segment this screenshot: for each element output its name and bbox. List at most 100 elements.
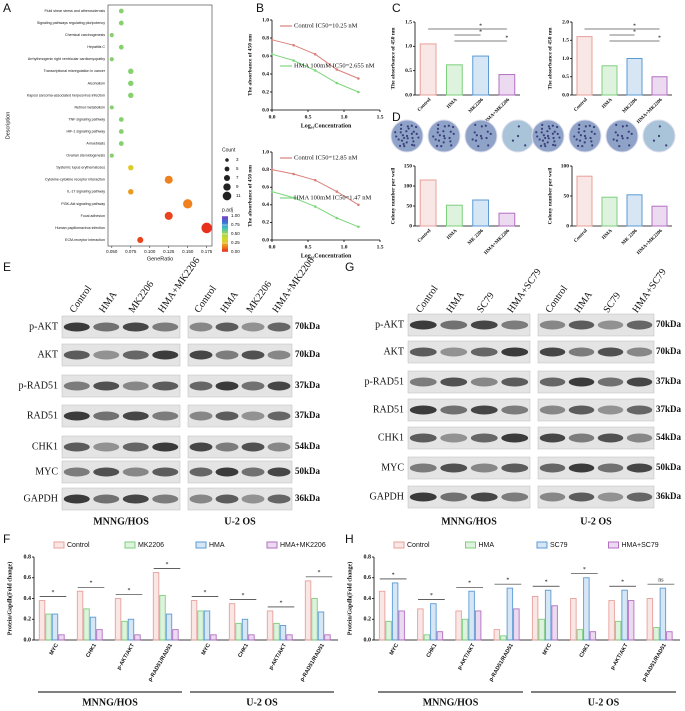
colony xyxy=(436,131,439,134)
significance: * xyxy=(52,590,55,596)
lane-label: HMA+SC79 xyxy=(630,267,668,315)
colony xyxy=(402,142,405,146)
band xyxy=(597,433,624,443)
band xyxy=(440,347,468,357)
x-tick-label: 0.175 xyxy=(201,249,213,254)
band xyxy=(122,322,149,332)
band xyxy=(241,442,265,452)
y-axis-label: The absorbance of 450 nm xyxy=(547,27,553,89)
band xyxy=(63,411,90,421)
colony xyxy=(621,125,624,128)
band xyxy=(440,320,468,330)
colony xyxy=(546,141,549,144)
x-tick-label: p-RAD51/RAD51 xyxy=(641,643,668,683)
band xyxy=(122,381,149,391)
band xyxy=(152,350,179,360)
bar xyxy=(472,199,489,227)
colony xyxy=(399,131,402,134)
colony xyxy=(546,130,549,133)
dot xyxy=(128,80,134,87)
bar xyxy=(576,629,584,641)
pathway-label: PI3K-Akt signaling pathway xyxy=(61,202,105,206)
legend-label: MK2206 xyxy=(138,542,164,549)
bar xyxy=(58,634,65,641)
band xyxy=(241,467,265,477)
legend-swatch xyxy=(195,541,207,549)
significance: ns xyxy=(658,578,664,584)
pathway-label: IL-17 signaling pathway xyxy=(67,190,105,194)
bar xyxy=(286,634,293,641)
bar xyxy=(203,610,211,641)
colony xyxy=(484,124,487,127)
significance: * xyxy=(128,588,131,594)
colony xyxy=(579,134,582,137)
bar xyxy=(385,620,392,641)
colony xyxy=(442,134,446,138)
y-tick-label: 0.2 xyxy=(24,617,32,623)
blot-strip xyxy=(537,313,655,337)
colony xyxy=(511,139,515,142)
legend-label: 9 xyxy=(236,184,239,189)
band xyxy=(539,463,566,473)
band xyxy=(539,347,566,357)
band xyxy=(189,322,213,332)
significance: * xyxy=(318,570,321,576)
band xyxy=(597,405,624,415)
colony xyxy=(401,134,404,137)
dot xyxy=(118,20,124,26)
bar xyxy=(498,212,516,227)
x-tick-label: p-AKT/AKT xyxy=(610,642,630,671)
y-tick-label: 2.0 xyxy=(562,19,569,25)
bar xyxy=(235,622,242,641)
colony xyxy=(486,130,489,133)
protein-label: MYC xyxy=(381,462,404,473)
point xyxy=(335,81,339,85)
blot-strip xyxy=(407,456,531,480)
blot-strip xyxy=(407,313,531,337)
dot xyxy=(118,44,124,50)
y-tick-label: 50 xyxy=(407,203,413,209)
band xyxy=(539,492,566,502)
band xyxy=(501,377,529,387)
x-tick-label: MK2206 xyxy=(622,97,639,114)
x-tick-label: 1.0 xyxy=(341,114,348,120)
band xyxy=(215,381,239,391)
bar xyxy=(461,618,469,641)
bar xyxy=(96,629,103,641)
legend-dot xyxy=(225,158,229,162)
band xyxy=(501,492,529,502)
colony xyxy=(449,140,452,143)
colony xyxy=(450,144,453,147)
bar xyxy=(127,618,135,641)
colony xyxy=(405,130,408,133)
pathway-label: Chemical carcinogenesis xyxy=(65,33,105,37)
legend-swatch xyxy=(53,541,65,549)
band xyxy=(189,350,213,360)
x-tick-label: CHK1 xyxy=(579,643,592,659)
colony xyxy=(551,132,555,135)
significance: * xyxy=(633,29,636,35)
colony xyxy=(554,144,557,147)
bar xyxy=(76,590,84,641)
blot-strip xyxy=(187,487,293,511)
blot-strip xyxy=(537,340,655,364)
bar xyxy=(304,580,312,641)
pathway-label: Retinol metabolism xyxy=(74,105,105,109)
bar xyxy=(474,610,482,641)
colony xyxy=(397,138,400,141)
band xyxy=(470,320,498,330)
protein-label: RAD51 xyxy=(373,404,404,415)
y-tick-label: 0.0 xyxy=(24,637,32,643)
bar xyxy=(601,196,618,227)
colony xyxy=(590,130,593,133)
colony xyxy=(592,125,596,129)
band xyxy=(597,347,624,357)
pathway-label: Human papillomavirus infection xyxy=(55,226,105,230)
band xyxy=(501,433,529,443)
bar xyxy=(621,589,628,641)
colony xyxy=(553,140,556,143)
band xyxy=(152,381,179,391)
bar xyxy=(468,590,475,641)
point xyxy=(270,52,274,56)
legend-title: p.adj xyxy=(222,207,233,213)
